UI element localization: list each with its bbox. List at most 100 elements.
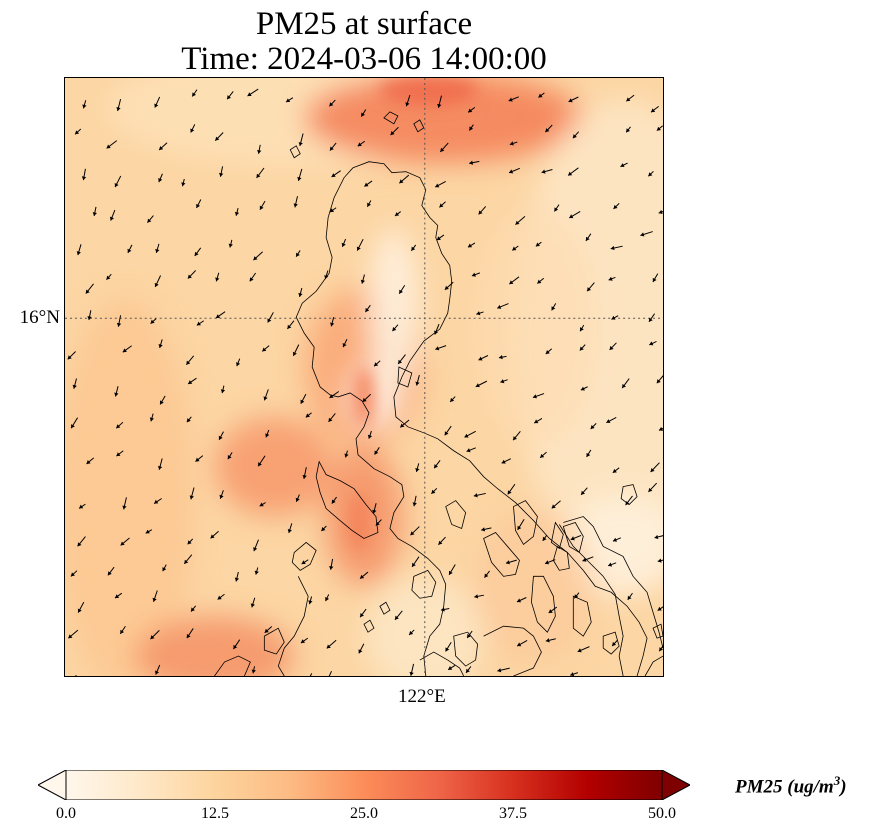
wind-arrow bbox=[329, 142, 337, 151]
wind-arrow bbox=[330, 316, 335, 327]
wind-arrow bbox=[68, 629, 79, 639]
wind-arrow bbox=[189, 487, 195, 500]
wind-arrow bbox=[77, 536, 86, 547]
wind-arrow bbox=[149, 413, 155, 422]
wind-arrow bbox=[74, 128, 82, 135]
wind-arrow bbox=[431, 487, 438, 495]
wind-arrow bbox=[190, 124, 196, 133]
wind-arrow bbox=[259, 502, 266, 507]
wind-arrow bbox=[218, 431, 224, 441]
wind-arrow bbox=[67, 351, 76, 360]
wind-arrow bbox=[627, 592, 633, 601]
wind-arrow bbox=[445, 642, 452, 652]
wind-arrow bbox=[508, 96, 519, 102]
wind-arrow bbox=[609, 342, 617, 351]
wind-arrow bbox=[654, 534, 663, 540]
wind-arrow bbox=[114, 386, 119, 397]
wind-arrow bbox=[398, 285, 406, 294]
wind-arrow bbox=[72, 378, 77, 389]
wind-arrow bbox=[611, 640, 618, 647]
wind-arrow bbox=[650, 462, 660, 473]
wind-arrow bbox=[586, 449, 592, 458]
wind-arrow bbox=[297, 168, 303, 181]
wind-arrow bbox=[85, 283, 94, 294]
wind-arrow bbox=[107, 566, 115, 576]
wind-arrow bbox=[464, 430, 476, 438]
wind-arrow bbox=[399, 174, 410, 184]
wind-arrow bbox=[544, 559, 556, 565]
wind-arrow bbox=[253, 539, 259, 552]
wind-arrow bbox=[448, 564, 456, 576]
wind-arrow bbox=[215, 272, 220, 282]
wind-arrow bbox=[608, 276, 616, 281]
wind-arrow bbox=[535, 241, 542, 247]
wind-arrow bbox=[158, 173, 163, 183]
longitude-label: 122°E bbox=[398, 686, 446, 707]
wind-arrow bbox=[70, 570, 78, 577]
wind-arrow bbox=[321, 525, 327, 532]
wind-arrow bbox=[532, 393, 545, 399]
wind-arrow bbox=[474, 594, 484, 599]
wind-arrow bbox=[150, 318, 157, 324]
wind-arrow bbox=[78, 503, 86, 509]
wind-arrow bbox=[568, 96, 579, 103]
wind-arrow bbox=[542, 534, 548, 542]
wind-arrow bbox=[478, 355, 489, 361]
wind-arrow bbox=[364, 180, 373, 187]
colorbar-tick-label: 50.0 bbox=[648, 805, 676, 822]
wind-arrow bbox=[612, 467, 620, 474]
wind-arrow bbox=[324, 270, 329, 280]
wind-arrow bbox=[159, 395, 166, 405]
wind-arrow bbox=[356, 238, 364, 251]
wind-arrow bbox=[648, 482, 658, 493]
wind-arrow bbox=[580, 487, 588, 496]
wind-arrow bbox=[509, 276, 520, 285]
wind-arrow bbox=[227, 452, 233, 460]
wind-arrow bbox=[119, 625, 126, 635]
wind-arrow bbox=[226, 91, 234, 100]
wind-arrow bbox=[366, 200, 372, 207]
wind-arrow bbox=[656, 375, 663, 384]
wind-arrow bbox=[265, 429, 270, 438]
wind-arrow bbox=[122, 497, 127, 510]
wind-arrow bbox=[309, 673, 313, 676]
wind-arrow bbox=[106, 273, 112, 281]
wind-arrow bbox=[570, 534, 582, 541]
wind-arrow bbox=[115, 421, 124, 429]
wind-arrow bbox=[392, 324, 399, 332]
wind-arrow bbox=[301, 559, 309, 565]
wind-arrow bbox=[194, 247, 202, 257]
wind-arrow bbox=[285, 97, 294, 103]
latitude-label: 16°N bbox=[19, 307, 60, 328]
wind-arrow bbox=[551, 500, 561, 509]
colorbar-tick-label: 25.0 bbox=[350, 805, 378, 822]
wind-arrow bbox=[326, 639, 337, 649]
wind-arrow bbox=[394, 610, 403, 621]
wind-arrow bbox=[625, 495, 633, 506]
wind-arrow bbox=[256, 167, 265, 179]
colorbar-label: PM25 (ug/m3) bbox=[735, 773, 847, 798]
wind-arrow bbox=[219, 490, 224, 499]
wind-arrow bbox=[517, 518, 525, 531]
wind-arrow bbox=[263, 389, 269, 401]
wind-arrow bbox=[512, 430, 521, 441]
wind-arrow bbox=[362, 393, 372, 403]
wind-arrow bbox=[187, 377, 197, 385]
wind-arrow bbox=[606, 416, 617, 424]
wind-arrow bbox=[501, 458, 512, 464]
wind-arrow bbox=[342, 338, 348, 348]
wind-arrow bbox=[147, 215, 154, 223]
wind-arrow bbox=[114, 175, 122, 188]
wind-arrow bbox=[567, 167, 579, 176]
wind-arrow bbox=[116, 315, 122, 327]
wind-arrow bbox=[295, 494, 300, 502]
wind-arrow bbox=[302, 467, 307, 480]
wind-arrow bbox=[620, 162, 628, 168]
title-line1: PM25 at surface bbox=[255, 6, 473, 42]
wind-arrow bbox=[190, 605, 197, 612]
wind-arrow bbox=[157, 458, 163, 470]
wind-arrow bbox=[434, 180, 446, 188]
wind-arrow bbox=[360, 274, 366, 284]
wind-arrow bbox=[267, 312, 274, 323]
wind-arrow bbox=[449, 396, 456, 403]
